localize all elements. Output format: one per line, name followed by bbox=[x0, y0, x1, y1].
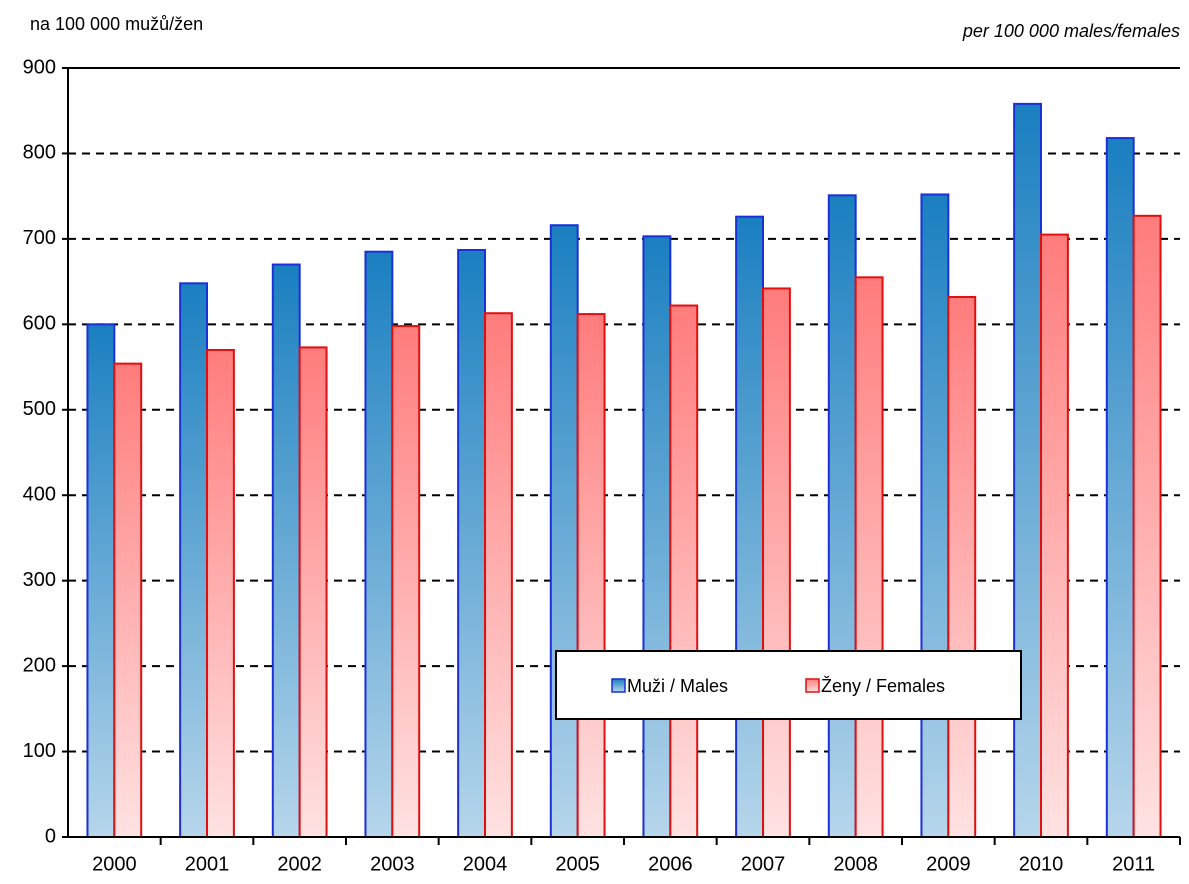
y-tick-label: 800 bbox=[23, 142, 56, 164]
bar bbox=[1013, 102, 1042, 839]
y-tick-label: 400 bbox=[23, 484, 56, 506]
x-tick-label: 2000 bbox=[92, 853, 137, 875]
unit-label-left: na 100 000 mužů/žen bbox=[30, 14, 203, 34]
x-tick-label: 2002 bbox=[277, 853, 322, 875]
x-tick-label: 2003 bbox=[370, 853, 415, 875]
y-tick-label: 900 bbox=[23, 56, 56, 78]
unit-label-right: per 100 000 males/females bbox=[962, 21, 1180, 41]
y-tick-label: 200 bbox=[23, 654, 56, 676]
legend-box bbox=[555, 650, 1022, 720]
bar bbox=[484, 312, 513, 838]
bar bbox=[298, 346, 328, 838]
bar bbox=[364, 250, 394, 838]
bar bbox=[86, 323, 116, 839]
y-tick-label: 100 bbox=[23, 740, 56, 762]
bar bbox=[854, 276, 884, 839]
legend-swatch bbox=[611, 678, 626, 693]
bar bbox=[735, 215, 764, 838]
bar bbox=[1040, 233, 1069, 839]
x-tick-label: 2010 bbox=[1019, 853, 1064, 875]
bar bbox=[576, 313, 606, 838]
x-tick-label: 2007 bbox=[741, 853, 786, 875]
legend-label: Ženy / Females bbox=[821, 676, 945, 696]
y-tick-label: 600 bbox=[23, 313, 56, 335]
bar bbox=[920, 193, 950, 839]
bar bbox=[457, 248, 487, 839]
bar bbox=[762, 287, 791, 838]
bar bbox=[1132, 214, 1162, 838]
x-tick-label: 2004 bbox=[463, 853, 508, 875]
x-tick-label: 2006 bbox=[648, 853, 693, 875]
bar bbox=[271, 263, 301, 838]
bar bbox=[669, 304, 699, 838]
x-tick-label: 2009 bbox=[926, 853, 971, 875]
bar bbox=[113, 362, 143, 838]
legend-swatch bbox=[805, 678, 820, 693]
bar bbox=[827, 194, 857, 839]
bar bbox=[179, 282, 208, 838]
bar bbox=[947, 295, 977, 839]
bar bbox=[642, 235, 672, 838]
x-tick-label: 2008 bbox=[833, 853, 878, 875]
x-tick-label: 2005 bbox=[555, 853, 600, 875]
bar bbox=[549, 224, 579, 838]
x-tick-label: 2001 bbox=[185, 853, 230, 875]
y-tick-label: 300 bbox=[23, 569, 56, 591]
y-tick-label: 0 bbox=[45, 825, 56, 847]
legend-label: Muži / Males bbox=[627, 676, 728, 696]
bar bbox=[1105, 137, 1135, 838]
bar bbox=[391, 325, 421, 838]
y-tick-label: 700 bbox=[23, 227, 56, 249]
y-tick-label: 500 bbox=[23, 398, 56, 420]
bar bbox=[206, 348, 235, 838]
legend: Muži / Males Ženy / Females bbox=[555, 650, 1022, 720]
x-tick-label: 2011 bbox=[1112, 853, 1155, 875]
